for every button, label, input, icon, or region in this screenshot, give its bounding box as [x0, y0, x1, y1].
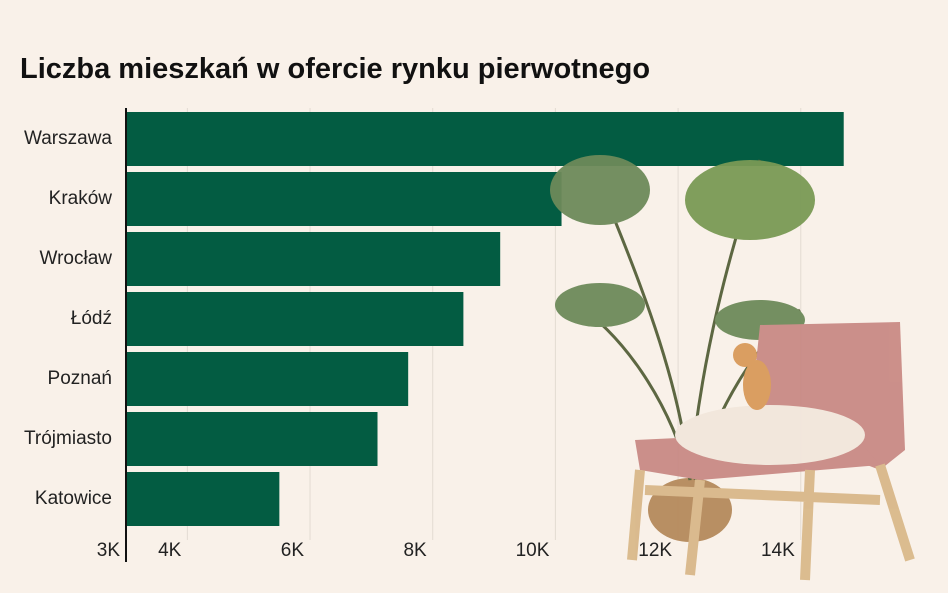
y-tick-label: Kraków — [49, 188, 113, 209]
x-tick-label: 14K — [761, 540, 795, 561]
bar — [126, 472, 280, 526]
bar — [126, 292, 464, 346]
chart-title: Liczba mieszkań w ofercie rynku pierwotn… — [20, 53, 650, 85]
x-tick-label: 8K — [403, 540, 427, 561]
cushion — [675, 405, 865, 465]
x-tick-label: 3K — [97, 540, 121, 561]
plant-stems — [569, 159, 801, 481]
y-tick-label: Trójmiasto — [24, 428, 112, 449]
bar — [126, 232, 501, 286]
bar — [126, 352, 409, 406]
leaf — [550, 155, 650, 225]
kitten-head — [733, 343, 757, 367]
y-tick-label: Poznań — [48, 368, 112, 389]
y-tick-label: Warszawa — [24, 128, 112, 149]
leaf — [555, 283, 645, 327]
decoration — [550, 155, 915, 581]
bars — [126, 112, 844, 526]
chair-legs — [627, 463, 915, 581]
x-tick-label: 4K — [158, 540, 182, 561]
y-tick-label: Łódź — [71, 308, 112, 329]
bar — [126, 112, 844, 166]
y-tick-label: Wrocław — [40, 248, 113, 269]
x-tick-label: 6K — [281, 540, 305, 561]
labels: 3K 4K 6K 8K 10K 12K 14K Warszawa Kraków Wrocław Łó… — [24, 128, 795, 561]
x-tick-label: 10K — [516, 540, 550, 561]
leaf — [685, 160, 815, 240]
x-tick-label: 12K — [638, 540, 672, 561]
bar — [126, 412, 378, 466]
y-tick-label: Katowice — [35, 488, 112, 509]
kitten — [743, 360, 771, 410]
bar — [126, 172, 562, 226]
